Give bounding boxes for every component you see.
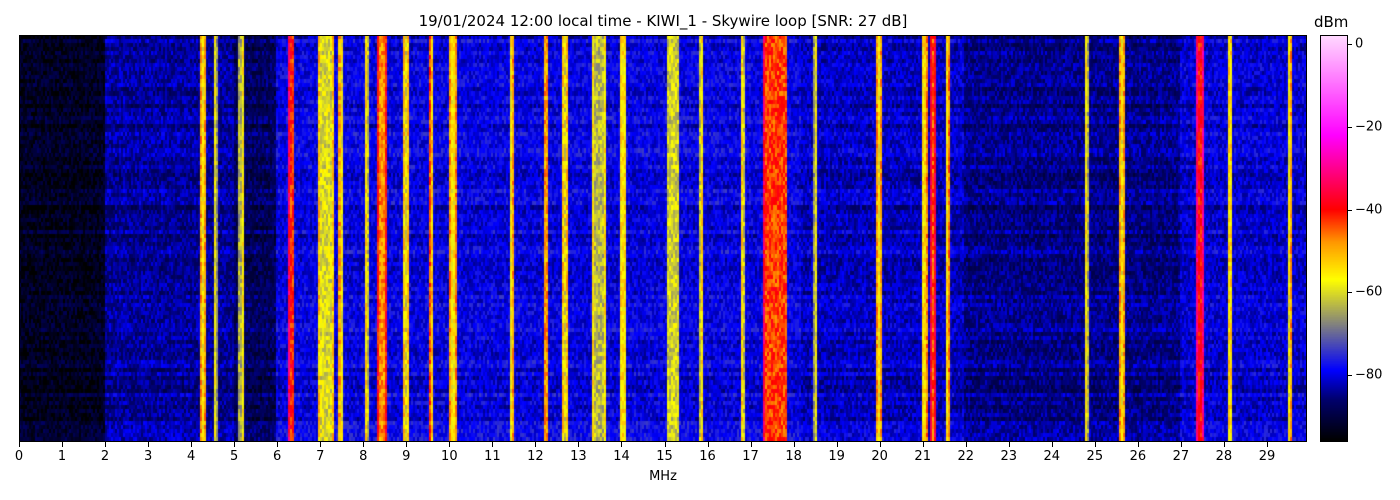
x-tick-label: 6 — [273, 449, 282, 464]
x-tick — [1137, 442, 1139, 447]
colorbar-tick — [1347, 44, 1352, 46]
colorbar-tick — [1347, 292, 1352, 294]
x-tick — [449, 442, 451, 447]
x-tick-label: 13 — [570, 449, 587, 464]
colorbar-tick-label: −40 — [1355, 202, 1383, 218]
x-tick-label: 20 — [871, 449, 888, 464]
colorbar-tick-label: 0 — [1355, 36, 1364, 52]
x-tick-label: 14 — [613, 449, 630, 464]
x-tick-label: 3 — [143, 449, 153, 464]
colorbar-tick — [1347, 126, 1352, 128]
x-tick-label: 27 — [1172, 449, 1190, 464]
x-tick — [879, 442, 881, 447]
x-tick-label: 23 — [1000, 449, 1018, 464]
x-tick — [1094, 442, 1096, 447]
x-tick — [1223, 442, 1225, 447]
x-tick-label: 1 — [57, 449, 67, 464]
x-tick — [535, 442, 537, 447]
x-tick-label: 10 — [441, 449, 458, 464]
x-tick — [191, 442, 193, 447]
x-tick — [19, 442, 20, 447]
x-tick-label: 21 — [914, 449, 931, 464]
x-tick-label: 0 — [14, 449, 24, 464]
x-tick-label: 19 — [828, 449, 845, 464]
x-tick — [965, 442, 967, 447]
x-tick-label: 26 — [1129, 449, 1147, 464]
x-tick — [363, 442, 365, 447]
x-tick — [707, 442, 709, 447]
x-tick — [664, 442, 666, 447]
x-tick-label: 29 — [1258, 449, 1276, 464]
x-tick-label: 4 — [186, 449, 196, 464]
x-tick-label: 22 — [957, 449, 975, 464]
x-tick — [836, 442, 838, 447]
x-axis-label: MHz — [649, 469, 677, 484]
x-tick — [406, 442, 408, 447]
colorbar-tick-label: −80 — [1355, 367, 1383, 383]
x-tick — [578, 442, 580, 447]
x-tick-label: 7 — [316, 449, 325, 464]
x-tick-label: 12 — [527, 449, 544, 464]
colorbar-label: dBm — [1314, 13, 1349, 31]
colorbar-tick-label: −60 — [1355, 284, 1383, 300]
x-tick — [148, 442, 150, 447]
x-tick — [492, 442, 494, 447]
colorbar-tick — [1347, 374, 1352, 376]
colorbar — [1320, 35, 1348, 442]
x-tick-label: 25 — [1086, 449, 1104, 464]
x-tick-label: 15 — [656, 449, 673, 464]
x-tick — [62, 442, 64, 447]
chart-title: 19/01/2024 12:00 local time - KIWI_1 - S… — [418, 12, 908, 30]
x-tick — [793, 442, 795, 447]
x-tick — [277, 442, 279, 447]
x-tick-label: 16 — [699, 449, 716, 464]
colorbar-tick-label: −20 — [1355, 119, 1383, 135]
x-tick — [1008, 442, 1010, 447]
x-tick-label: 17 — [742, 449, 759, 464]
x-tick-label: 5 — [230, 449, 239, 464]
x-tick-label: 11 — [484, 449, 501, 464]
x-tick-label: 28 — [1215, 449, 1233, 464]
x-tick — [922, 442, 924, 447]
x-tick — [320, 442, 322, 447]
x-tick-label: 18 — [785, 449, 802, 464]
x-tick — [750, 442, 752, 447]
x-tick — [1051, 442, 1053, 447]
x-tick — [621, 442, 623, 447]
colorbar-tick — [1347, 209, 1352, 211]
x-tick — [105, 442, 107, 447]
x-tick — [1180, 442, 1182, 447]
waterfall-heatmap — [19, 35, 1307, 442]
plot-frame — [19, 35, 1307, 442]
x-tick-label: 24 — [1043, 449, 1061, 464]
x-tick — [234, 442, 236, 447]
x-tick-label: 2 — [100, 449, 110, 464]
x-tick-label: 9 — [402, 449, 411, 464]
x-tick-label: 8 — [359, 449, 368, 464]
x-tick — [1266, 442, 1268, 447]
